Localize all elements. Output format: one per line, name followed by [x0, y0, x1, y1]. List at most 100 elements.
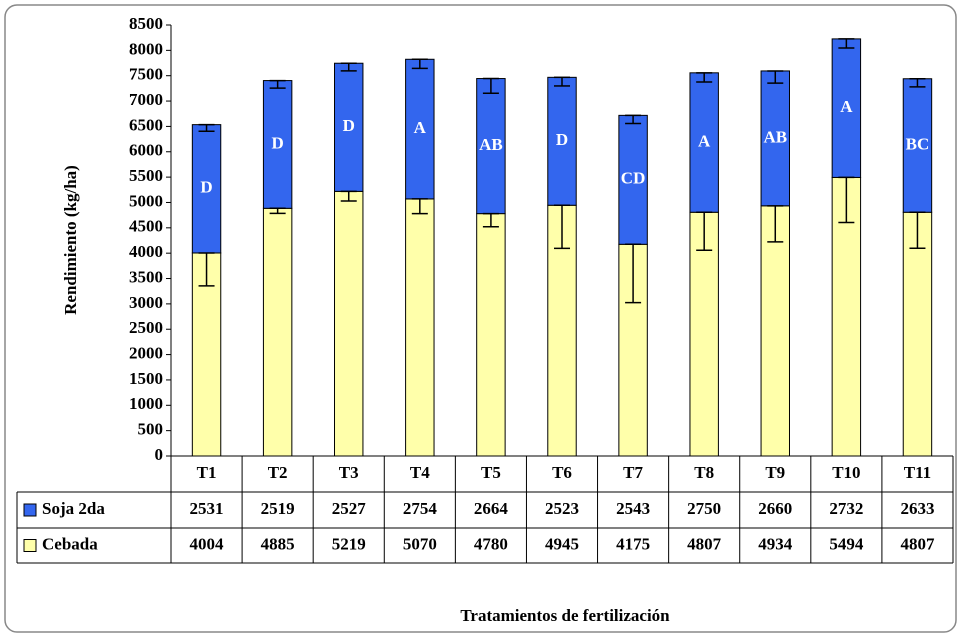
x-tick-label: T11 [904, 463, 931, 482]
error-bar [554, 76, 570, 87]
legend-label: Soja 2da [42, 499, 105, 518]
legend-swatch [23, 539, 37, 552]
table-value: 2750 [687, 499, 721, 518]
y-tick-label: 3500 [129, 267, 163, 286]
table-value: 4780 [474, 534, 508, 553]
error-bar [625, 114, 642, 125]
bar-segment [191, 252, 222, 457]
bar-segment [476, 78, 506, 215]
table-value: 4807 [900, 534, 935, 553]
significance-letter: D [343, 116, 355, 135]
x-tick-label: T9 [765, 463, 785, 482]
y-axis-label: Rendimiento (kg/ha) [61, 165, 80, 315]
y-tick-label: 2500 [129, 318, 163, 337]
y-tick-label: 5500 [129, 166, 163, 185]
table-value: 2531 [190, 499, 224, 518]
y-tick-label: 6500 [129, 115, 163, 134]
bar-segment [405, 198, 435, 457]
y-tick-label: 7000 [129, 90, 163, 109]
error-bar [767, 205, 784, 243]
x-tick-label: T4 [410, 463, 430, 482]
table-value: 2633 [900, 499, 934, 518]
x-tick-label: T2 [268, 463, 288, 482]
table-value: 4885 [261, 534, 295, 553]
significance-letter: A [414, 118, 427, 137]
error-bar [909, 211, 926, 250]
y-tick-label: 4500 [129, 217, 163, 236]
error-bar [198, 252, 215, 287]
table-value: 2523 [545, 499, 579, 518]
table-value: 2754 [403, 499, 438, 518]
significance-letter: A [698, 131, 711, 150]
x-tick-label: T5 [481, 463, 501, 482]
bar-segment [476, 213, 506, 457]
y-tick-label: 6000 [129, 141, 163, 160]
table-value: 2519 [261, 499, 295, 518]
x-tick-label: T7 [623, 463, 643, 482]
significance-letter: AB [479, 135, 503, 154]
bar-segment [902, 211, 933, 457]
error-bar [625, 243, 642, 304]
bar-segment [191, 124, 222, 254]
error-bar [767, 70, 784, 84]
y-tick-label: 500 [138, 420, 164, 439]
error-bar [554, 204, 570, 250]
bar-segment [405, 58, 435, 200]
bar-segment [689, 211, 719, 457]
bar-segment [618, 114, 648, 245]
x-tick-label: T3 [339, 463, 359, 482]
significance-letter: A [840, 97, 853, 116]
significance-letter: BC [906, 134, 930, 153]
table-value: 2732 [829, 499, 863, 518]
error-bar [198, 123, 215, 132]
bar-segment [760, 205, 790, 457]
significance-letter: D [271, 133, 283, 152]
legend-swatch [23, 503, 37, 517]
significance-letter: D [556, 130, 568, 149]
error-bar [340, 190, 357, 202]
table-value: 4175 [616, 534, 650, 553]
y-tick-label: 4000 [129, 242, 163, 261]
x-tick-label: T8 [694, 463, 714, 482]
bar-segment [262, 207, 293, 457]
x-tick-label: T10 [832, 463, 860, 482]
error-bar [696, 211, 713, 252]
significance-letter: AB [763, 127, 787, 146]
error-bar [482, 77, 499, 95]
table-value: 2543 [616, 499, 650, 518]
y-tick-label: 8500 [129, 14, 163, 33]
error-bar [482, 212, 499, 228]
error-bar [696, 72, 713, 83]
error-bar [909, 77, 926, 88]
bar-segment [760, 70, 790, 207]
table-value: 5219 [332, 534, 366, 553]
significance-letter: D [200, 178, 212, 197]
error-bar [269, 207, 286, 215]
y-tick-label: 8000 [129, 39, 163, 58]
table-value: 4945 [545, 534, 579, 553]
y-tick-label: 2000 [129, 343, 163, 362]
table-value: 2664 [474, 499, 509, 518]
y-tick-label: 3000 [129, 293, 163, 312]
error-bar [838, 176, 855, 224]
bar-segment [334, 190, 364, 457]
error-bar [838, 38, 855, 49]
error-bar [269, 79, 286, 89]
x-tick-label: T6 [552, 463, 572, 482]
bar-segment [902, 78, 933, 213]
significance-letter: CD [621, 169, 646, 188]
table-value: 4004 [190, 534, 225, 553]
bar-segment [831, 176, 862, 457]
y-tick-label: 0 [155, 445, 164, 464]
legend-label: Cebada [42, 534, 98, 553]
error-bar [411, 198, 428, 215]
table-value: 2660 [758, 499, 792, 518]
x-tick-label: T1 [197, 463, 217, 482]
table-value: 2527 [332, 499, 367, 518]
table-value: 5070 [403, 534, 437, 553]
y-tick-label: 7500 [129, 65, 163, 84]
x-axis-label: Tratamientos de fertilización [460, 606, 670, 625]
y-tick-label: 1000 [129, 394, 163, 413]
table-value: 5494 [829, 534, 864, 553]
